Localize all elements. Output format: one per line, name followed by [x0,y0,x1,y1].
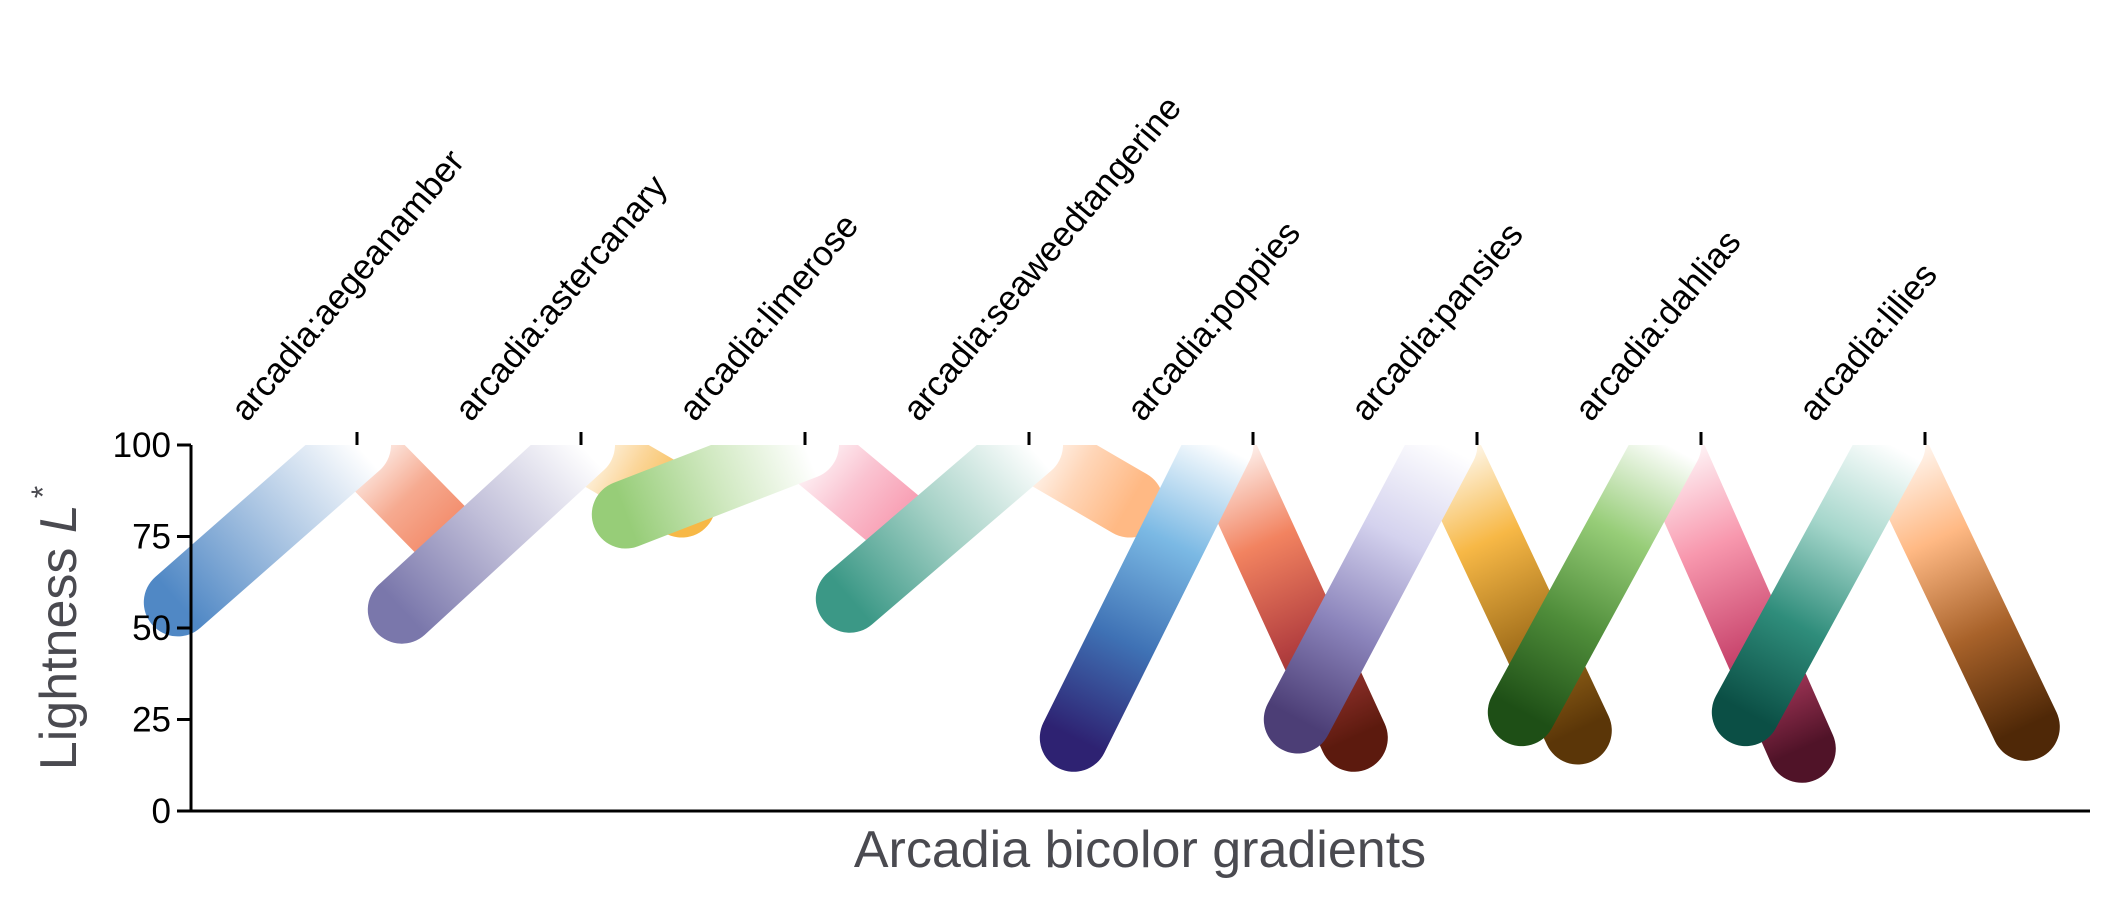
gradient-stroke-8-start [1711,445,1926,747]
category-label-7: arcadia:dahlias [1567,223,1748,428]
gradient-stroke-1-start [143,445,391,637]
y-tick-label-25: 25 [132,701,171,740]
gradient-stroke-3-start [591,445,839,549]
gradient-stroke-7-start [1487,445,1702,747]
gradient-strokes [143,445,2060,783]
y-axis-title: Lightness L * [25,486,88,770]
gradient-stroke-5-start [1039,445,1254,772]
category-label-6: arcadia:pansies [1343,215,1530,428]
gradient-stroke-4-start [815,445,1063,633]
x-ticks: arcadia:aegeanamberarcadia:astercanaryar… [223,89,1945,445]
category-label-1: arcadia:aegeanamber [223,142,472,428]
category-label-3: arcadia:limerose [671,206,866,428]
y-ticks: 0 25 50 75 100 [113,426,191,831]
y-axis-title-variable: L [30,504,88,533]
category-label-2: arcadia:astercanary [447,167,675,428]
x-axis-title: Arcadia bicolor gradients [854,821,1426,879]
y-tick-label-100: 100 [113,426,171,465]
category-label-5: arcadia:poppies [1119,214,1308,428]
gradient-stroke-8-end [1857,445,2060,761]
y-tick-label-75: 75 [132,518,171,557]
y-tick-label-50: 50 [132,609,171,648]
gradient-stroke-2-start [367,445,615,644]
y-axis-title-superscript: * [25,486,61,498]
gradient-stroke-6-start [1263,445,1478,754]
y-tick-label-0: 0 [152,792,171,831]
category-label-8: arcadia:lilies [1791,256,1945,429]
y-axis-title-main: Lightness [30,533,88,770]
